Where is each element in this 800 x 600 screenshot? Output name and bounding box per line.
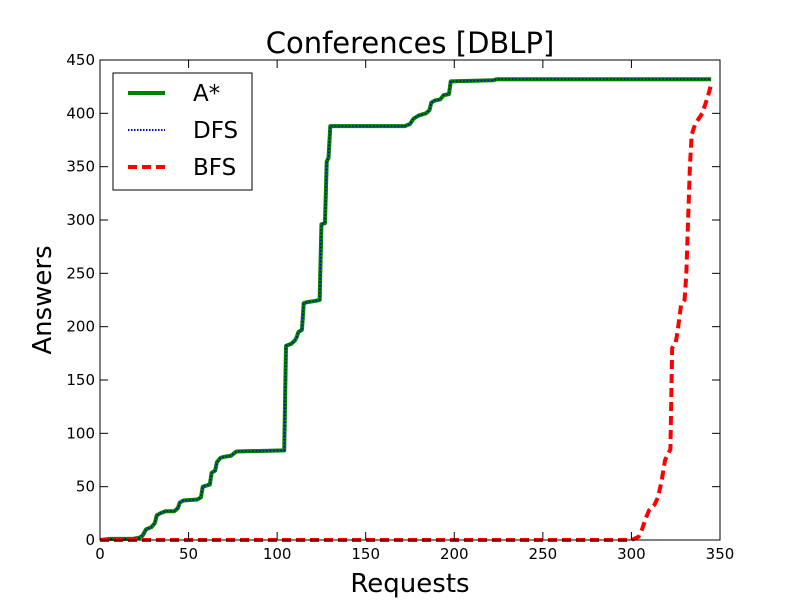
y-tick-label: 450: [66, 51, 95, 69]
x-tick-label: 250: [529, 545, 558, 563]
x-tick-label: 100: [263, 545, 292, 563]
x-tick-label: 200: [440, 545, 469, 563]
x-tick-label: 300: [617, 545, 646, 563]
legend-label-0: A*: [193, 81, 220, 107]
axes-frame: [99, 59, 721, 541]
y-axis-label: Answers: [28, 245, 58, 354]
y-tick-label: 400: [66, 104, 95, 122]
chart-title: Conferences [DBLP]: [266, 26, 555, 60]
x-axis-label: Requests: [350, 569, 469, 599]
y-tick-label: 250: [66, 264, 95, 282]
legend-label-2: BFS: [193, 155, 236, 181]
series-line-1: [99, 78, 712, 541]
y-tick-label: 50: [76, 478, 95, 496]
y-tick-label: 0: [85, 531, 95, 549]
x-tick-label: 50: [179, 545, 198, 563]
y-tick-label: 350: [66, 158, 95, 176]
y-tick-label: 150: [66, 371, 95, 389]
legend-label-1: DFS: [193, 118, 238, 144]
x-tick-label: 0: [95, 545, 105, 563]
series-line-2: [100, 83, 714, 542]
legend: A* DFS BFS: [112, 72, 253, 191]
y-tick-label: 300: [66, 211, 95, 229]
y-tick-label: 100: [66, 424, 95, 442]
y-tick-label: 200: [66, 318, 95, 336]
x-tick-label: 350: [706, 545, 735, 563]
x-tick-label: 150: [351, 545, 380, 563]
plot-area: 0 50 100 150 200 250 300 350 0 50 100 150 200 250 300 3…: [66, 51, 734, 563]
